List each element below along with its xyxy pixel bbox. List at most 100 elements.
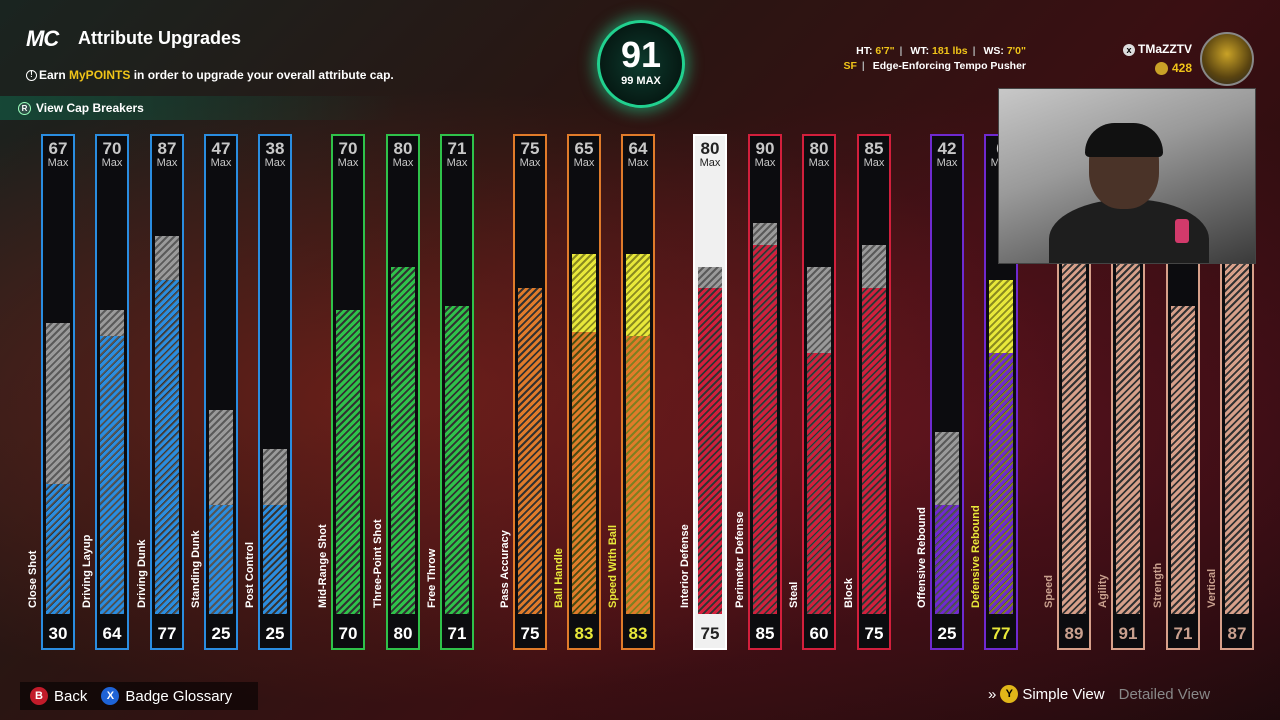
attribute-max-label: Max xyxy=(156,157,178,169)
attribute-bar[interactable]: 38 Max Post Control 25 xyxy=(244,134,292,650)
attribute-name: Post Control xyxy=(244,542,256,608)
attribute-current-fill xyxy=(1116,218,1140,614)
webcam-overlay xyxy=(998,88,1256,264)
attribute-bar[interactable]: 71 Max Free Throw 71 xyxy=(426,134,474,650)
attribute-fill-track xyxy=(46,188,70,614)
attribute-bar[interactable]: 87 Max Driving Dunk 77 xyxy=(136,134,184,650)
attribute-bar[interactable]: 90 Max Perimeter Defense 85 xyxy=(734,134,782,650)
attribute-bar[interactable]: 42 Max Offensive Rebound 25 xyxy=(916,134,964,650)
page-subtitle: ! Earn MyPOINTS in order to upgrade your … xyxy=(26,68,394,82)
attribute-max-value: 71 xyxy=(447,139,467,158)
attribute-bar[interactable]: 70 Max Driving Layup 64 xyxy=(81,134,129,650)
attribute-name-tab: Post Control xyxy=(242,438,258,608)
attribute-fill-track xyxy=(518,188,542,614)
attribute-bar[interactable]: 67 Max Close Shot 30 xyxy=(27,134,75,650)
attribute-name: Ball Handle xyxy=(553,548,565,608)
attribute-current-value: 77 xyxy=(991,624,1011,643)
overall-rating: 91 xyxy=(620,34,662,75)
attribute-max-header: 65 Max xyxy=(569,140,599,169)
footer-right: » Y Simple View Detailed View xyxy=(988,682,1258,706)
attribute-max-label: Max xyxy=(699,157,721,169)
attribute-current-value: 25 xyxy=(211,624,231,643)
attribute-name: Driving Dunk xyxy=(136,539,148,608)
attribute-max-value: 65 xyxy=(574,139,594,158)
wingspan-label: WS: xyxy=(983,45,1004,57)
attribute-current-value: 91 xyxy=(1118,624,1138,643)
attribute-name: Offensive Rebound xyxy=(916,507,928,608)
attribute-name: Agility xyxy=(1097,574,1109,608)
view-cap-breakers-button[interactable]: R View Cap Breakers xyxy=(0,96,400,120)
attribute-current-fill xyxy=(698,288,722,614)
b-button-icon: B xyxy=(30,687,48,705)
webcam-person-cap xyxy=(1085,123,1163,157)
attribute-current-value: 75 xyxy=(700,624,720,643)
attribute-current-fill xyxy=(626,336,650,614)
attribute-max-header: 71 Max xyxy=(442,140,472,169)
attribute-fill-track xyxy=(1225,188,1249,614)
attribute-name-tab: Pass Accuracy xyxy=(497,438,513,608)
attribute-max-value: 80 xyxy=(809,139,829,158)
attribute-current-fill xyxy=(209,505,233,614)
attribute-name: Speed With Ball xyxy=(607,524,619,608)
weight-value: 181 lbs xyxy=(932,45,968,57)
attribute-max-header: 85 Max xyxy=(859,140,889,169)
attribute-current-value: 83 xyxy=(574,624,594,643)
detailed-view-button[interactable]: Detailed View xyxy=(1118,685,1211,703)
simple-view-button[interactable]: Simple View xyxy=(1022,685,1105,703)
attribute-max-value: 80 xyxy=(393,139,413,158)
attribute-current-fill xyxy=(753,244,777,614)
attribute-max-label: Max xyxy=(519,157,541,169)
attribute-max-label: Max xyxy=(47,157,69,169)
attribute-max-value: 80 xyxy=(700,139,720,158)
attribute-max-label: Max xyxy=(754,157,776,169)
attribute-bar[interactable]: 80 Max Interior Defense 75 xyxy=(679,134,727,650)
attribute-fill-track xyxy=(572,188,596,614)
attribute-bar[interactable]: 70 Max Mid-Range Shot 70 xyxy=(317,134,365,650)
attribute-name: Block xyxy=(843,578,855,608)
attribute-max-header: 80 Max xyxy=(388,140,418,169)
attribute-max-value: 87 xyxy=(157,139,177,158)
attribute-current-value: 64 xyxy=(102,624,122,643)
attribute-max-header: 87 Max xyxy=(152,140,182,169)
x-button-icon: X xyxy=(101,687,120,705)
overall-max: 99 MAX xyxy=(621,75,661,87)
attribute-current-fill xyxy=(155,279,179,614)
attribute-bar[interactable]: 47 Max Standing Dunk 25 xyxy=(190,134,238,650)
attribute-bar[interactable]: 80 Max Three-Point Shot 80 xyxy=(372,134,420,650)
cap-breakers-label: View Cap Breakers xyxy=(36,101,144,115)
attribute-max-value: 70 xyxy=(338,139,358,158)
attribute-current-value: 60 xyxy=(809,624,829,643)
attribute-fill-track xyxy=(698,188,722,614)
badge-glossary-button[interactable]: Badge Glossary xyxy=(125,687,233,705)
attribute-current-value: 75 xyxy=(520,624,540,643)
attribute-name-tab: Vertical xyxy=(1204,438,1220,608)
attribute-bar[interactable]: 64 Max Speed With Ball 83 xyxy=(607,134,655,650)
attribute-name: Three-Point Shot xyxy=(372,519,384,608)
attribute-name-tab: Driving Layup xyxy=(79,438,95,608)
attribute-name-tab: Three-Point Shot xyxy=(370,438,386,608)
attribute-current-value: 75 xyxy=(864,624,884,643)
attribute-name-tab: Free Throw xyxy=(424,438,440,608)
attribute-max-label: Max xyxy=(936,157,958,169)
attribute-name-tab: Driving Dunk xyxy=(134,438,150,608)
attribute-bar[interactable]: 65 Max Ball Handle 83 xyxy=(553,134,601,650)
attribute-name-tab: Defensive Rebound xyxy=(968,438,984,608)
attribute-max-label: Max xyxy=(210,157,232,169)
attribute-name-tab: Block xyxy=(841,438,857,608)
attribute-bar[interactable]: 80 Max Steal 60 xyxy=(788,134,836,650)
attribute-name: Pass Accuracy xyxy=(499,530,511,608)
back-button[interactable]: Back xyxy=(54,687,88,705)
attribute-bar[interactable]: 75 Max Pass Accuracy 75 xyxy=(499,134,547,650)
attribute-name-tab: Ball Handle xyxy=(551,438,567,608)
attribute-max-label: Max xyxy=(392,157,414,169)
player-avatar xyxy=(1200,32,1254,86)
attribute-name-tab: Perimeter Defense xyxy=(732,438,748,608)
attribute-max-header: 38 Max xyxy=(260,140,290,169)
user-info: x TMaZZTV 428 xyxy=(1123,40,1192,78)
attribute-bar[interactable]: 85 Max Block 75 xyxy=(843,134,891,650)
attribute-name-tab: Close Shot xyxy=(25,438,41,608)
attribute-name-tab: Speed xyxy=(1041,438,1057,608)
attribute-current-fill xyxy=(263,505,287,614)
r-button-icon: R xyxy=(18,101,31,115)
